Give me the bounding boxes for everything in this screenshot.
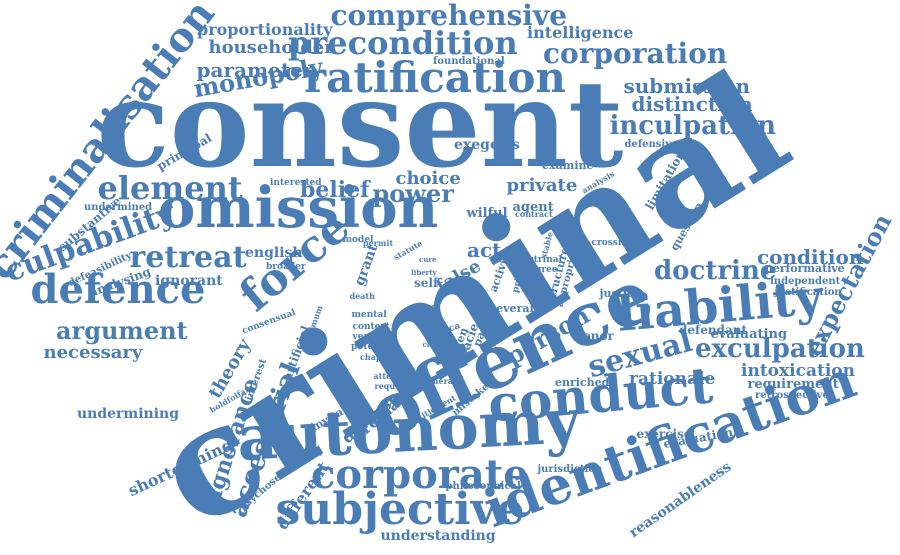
word-corporation: corporation: [543, 40, 727, 68]
word-disagree: disagree: [515, 266, 558, 275]
word-understanding: understanding: [381, 529, 496, 543]
word-enriched: enriched: [555, 377, 609, 388]
word-requirement: requirement: [748, 378, 839, 391]
word-undermining: undermining: [77, 407, 179, 421]
word-interested: interested: [270, 179, 322, 188]
word-parameter: parameter: [197, 60, 314, 80]
word-wilful: wilful: [467, 207, 508, 220]
word-proportionality: proportionality: [197, 22, 333, 38]
word-liberty: liberty: [411, 269, 437, 276]
word-philosophical: philosophical: [446, 482, 521, 492]
word-attempt: attempt: [374, 372, 409, 380]
word-broader: broader: [266, 263, 306, 272]
word-context: context: [353, 323, 390, 332]
word-intelligence: intelligence: [527, 25, 633, 41]
word-act: act: [467, 240, 501, 260]
word-ignorant: ignorant: [155, 274, 223, 288]
word-rationale: rationale: [629, 371, 715, 388]
word-contract: contract: [515, 210, 553, 218]
word-general: general: [422, 377, 456, 385]
word-cure: cure: [419, 256, 437, 263]
word-private: private: [507, 177, 578, 195]
word-independent: independent: [770, 277, 840, 287]
word-justice: justice: [600, 288, 641, 299]
word-english: english: [245, 246, 303, 260]
word-defendant: defendant: [679, 324, 747, 336]
word-jurisdiction: jurisdiction: [538, 465, 603, 475]
word-potential: potential: [351, 343, 397, 352]
word-several: several: [490, 303, 534, 314]
word-inculpation: inculpation: [610, 113, 777, 139]
word-argument: argument: [56, 319, 188, 343]
word-self: self: [414, 277, 438, 289]
word-version: version: [353, 333, 390, 342]
word-mental: mental: [352, 311, 387, 320]
word-motive: motive: [494, 325, 521, 332]
word-honor: honor: [574, 330, 614, 342]
word-undermined: undermined: [84, 203, 152, 213]
word-require: require: [375, 382, 408, 390]
word-justification: justification: [775, 288, 842, 298]
word-performative: performative: [765, 263, 845, 274]
word-retrospective: retrospective: [755, 391, 829, 401]
word-foundational: foundational: [433, 57, 505, 67]
word-defensive: defensive: [625, 140, 678, 150]
word-crossing: crossing: [592, 239, 635, 248]
word-death: death: [350, 292, 375, 300]
word-necessary: necessary: [44, 344, 143, 362]
word-distinction: distinction: [632, 94, 753, 114]
word-exegesis: exegesis: [454, 138, 520, 152]
word-examine: examine: [542, 160, 594, 171]
word-chapter: chapter: [360, 353, 394, 361]
word-householder: householder: [209, 39, 334, 57]
word-choice: choice: [396, 170, 461, 188]
word-salient: salient: [435, 343, 462, 350]
